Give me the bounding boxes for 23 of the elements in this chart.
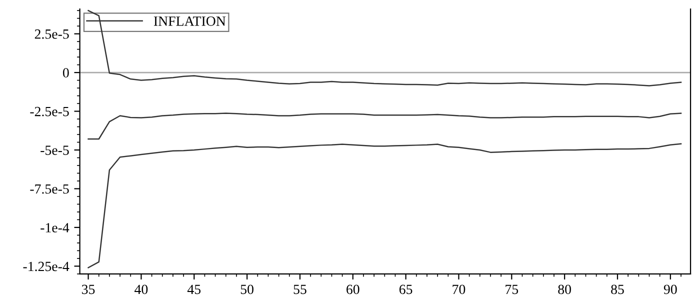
x-tick-label: 85: [611, 284, 624, 294]
y-tick-label: -7.5e-5: [30, 184, 69, 194]
line-series: [88, 10, 682, 86]
x-tick-label: 35: [82, 284, 95, 294]
x-tick-label: 70: [452, 284, 466, 294]
y-tick-label: 2.5e-5: [34, 29, 69, 39]
x-tick-label: 75: [506, 284, 518, 294]
y-tick-label: -1.25e-4: [23, 262, 70, 272]
x-tick-label: 65: [399, 284, 412, 294]
x-tick-label: 60: [346, 284, 360, 294]
legend-label: INFLATION: [154, 16, 226, 26]
x-tick-label: 40: [134, 284, 148, 294]
y-tick-label: -2.5e-5: [30, 106, 69, 116]
x-tick-label: 50: [240, 284, 254, 294]
x-tick-label: 45: [187, 284, 201, 294]
x-tick-label: 80: [558, 284, 571, 294]
line-series: [88, 112, 682, 140]
x-tick-label: 90: [664, 284, 677, 294]
y-tick-label: -5e-5: [40, 146, 69, 155]
x-tick-label: 55: [294, 284, 306, 294]
line-series: [88, 143, 682, 268]
y-tick-label: 0: [62, 68, 69, 78]
y-tick-label: -1e-4: [40, 223, 70, 232]
